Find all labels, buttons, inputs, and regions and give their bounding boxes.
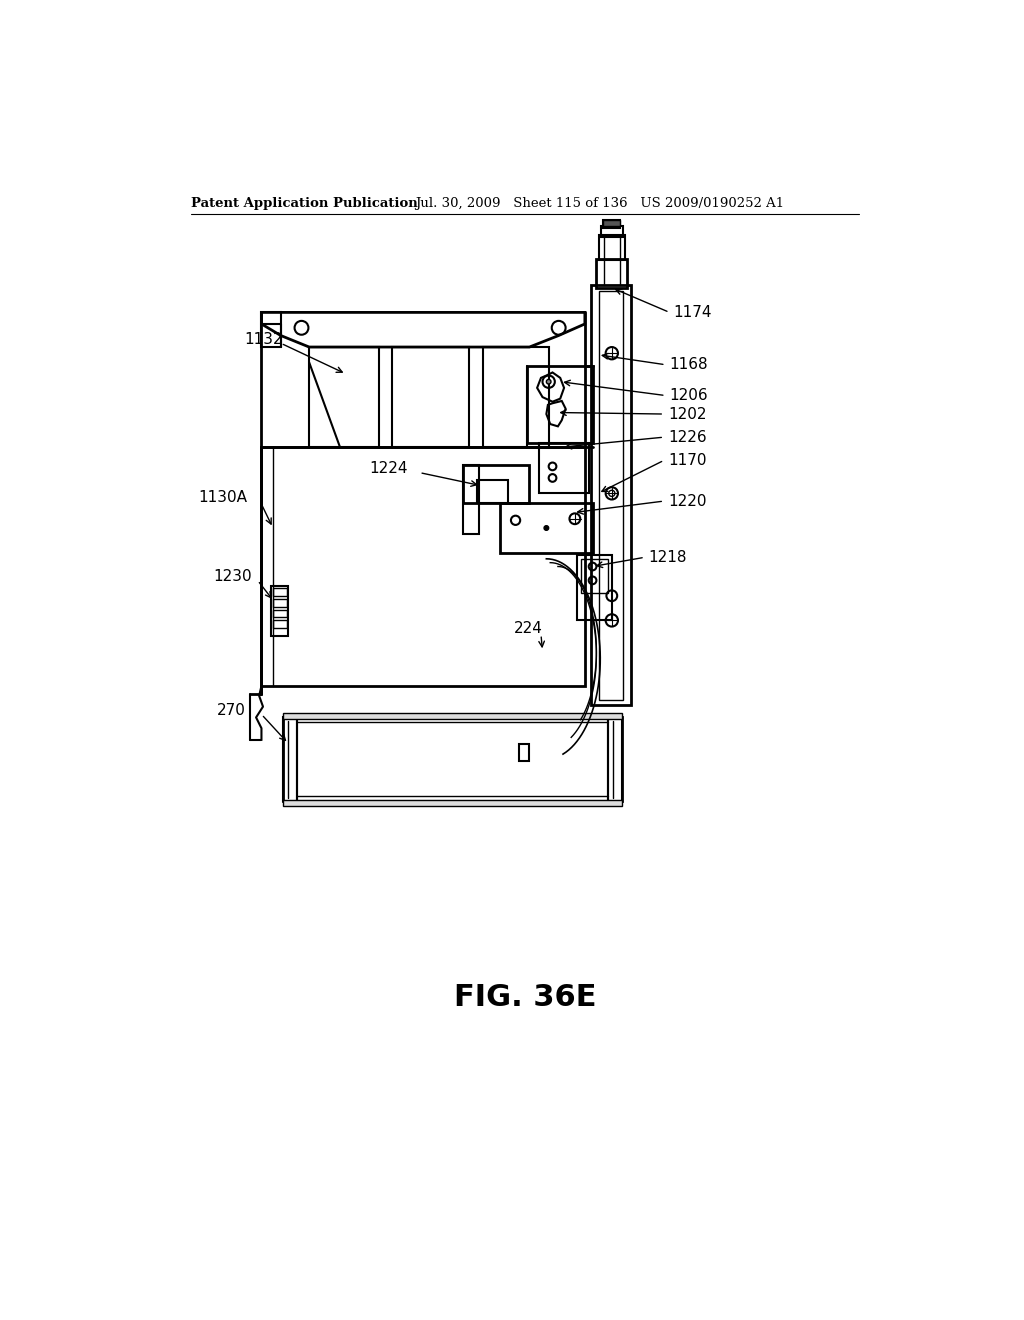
Bar [273, 610, 287, 618]
Bar [463, 465, 478, 535]
Text: 1230: 1230 [214, 569, 252, 583]
Bar [601, 226, 623, 238]
Text: 1206: 1206 [670, 388, 709, 403]
Text: 1170: 1170 [668, 453, 707, 467]
Circle shape [608, 490, 614, 496]
Bar [527, 367, 593, 444]
Text: 270: 270 [217, 704, 246, 718]
Bar [309, 347, 379, 447]
Bar [608, 717, 622, 801]
Bar [273, 589, 287, 595]
Text: Patent Application Publication: Patent Application Publication [190, 197, 418, 210]
Bar [283, 713, 622, 719]
Text: FIG. 36E: FIG. 36E [454, 983, 596, 1012]
Bar [603, 220, 621, 226]
Bar [599, 235, 625, 260]
Text: 1130A: 1130A [199, 490, 248, 504]
Text: 1220: 1220 [668, 494, 707, 508]
Bar [463, 465, 528, 503]
Text: 224: 224 [514, 620, 543, 636]
Bar [519, 743, 528, 760]
Bar [261, 313, 281, 347]
Bar [273, 620, 287, 628]
Text: 1202: 1202 [668, 407, 707, 421]
Text: Jul. 30, 2009   Sheet 115 of 136   US 2009/0190252 A1: Jul. 30, 2009 Sheet 115 of 136 US 2009/0… [416, 197, 784, 210]
Text: 1168: 1168 [670, 358, 709, 372]
Bar [283, 717, 622, 801]
Bar [477, 480, 508, 503]
Bar [283, 800, 622, 807]
Bar [273, 599, 287, 607]
Bar [271, 586, 289, 636]
Bar [483, 347, 549, 447]
Text: 1218: 1218 [649, 549, 687, 565]
Text: 1226: 1226 [668, 429, 707, 445]
Bar [591, 285, 631, 705]
Bar [261, 447, 585, 686]
Bar [578, 554, 611, 620]
Circle shape [547, 379, 551, 384]
Bar [596, 259, 628, 288]
Bar [500, 503, 593, 553]
Text: 1132: 1132 [245, 331, 284, 347]
Text: 1224: 1224 [370, 461, 408, 477]
Bar [297, 717, 608, 801]
Bar [392, 347, 469, 447]
Text: 1174: 1174 [674, 305, 712, 319]
Bar [599, 290, 624, 701]
Bar [581, 558, 608, 594]
Bar [603, 220, 621, 227]
Circle shape [544, 525, 549, 531]
Bar [539, 444, 589, 494]
Bar [283, 717, 297, 801]
